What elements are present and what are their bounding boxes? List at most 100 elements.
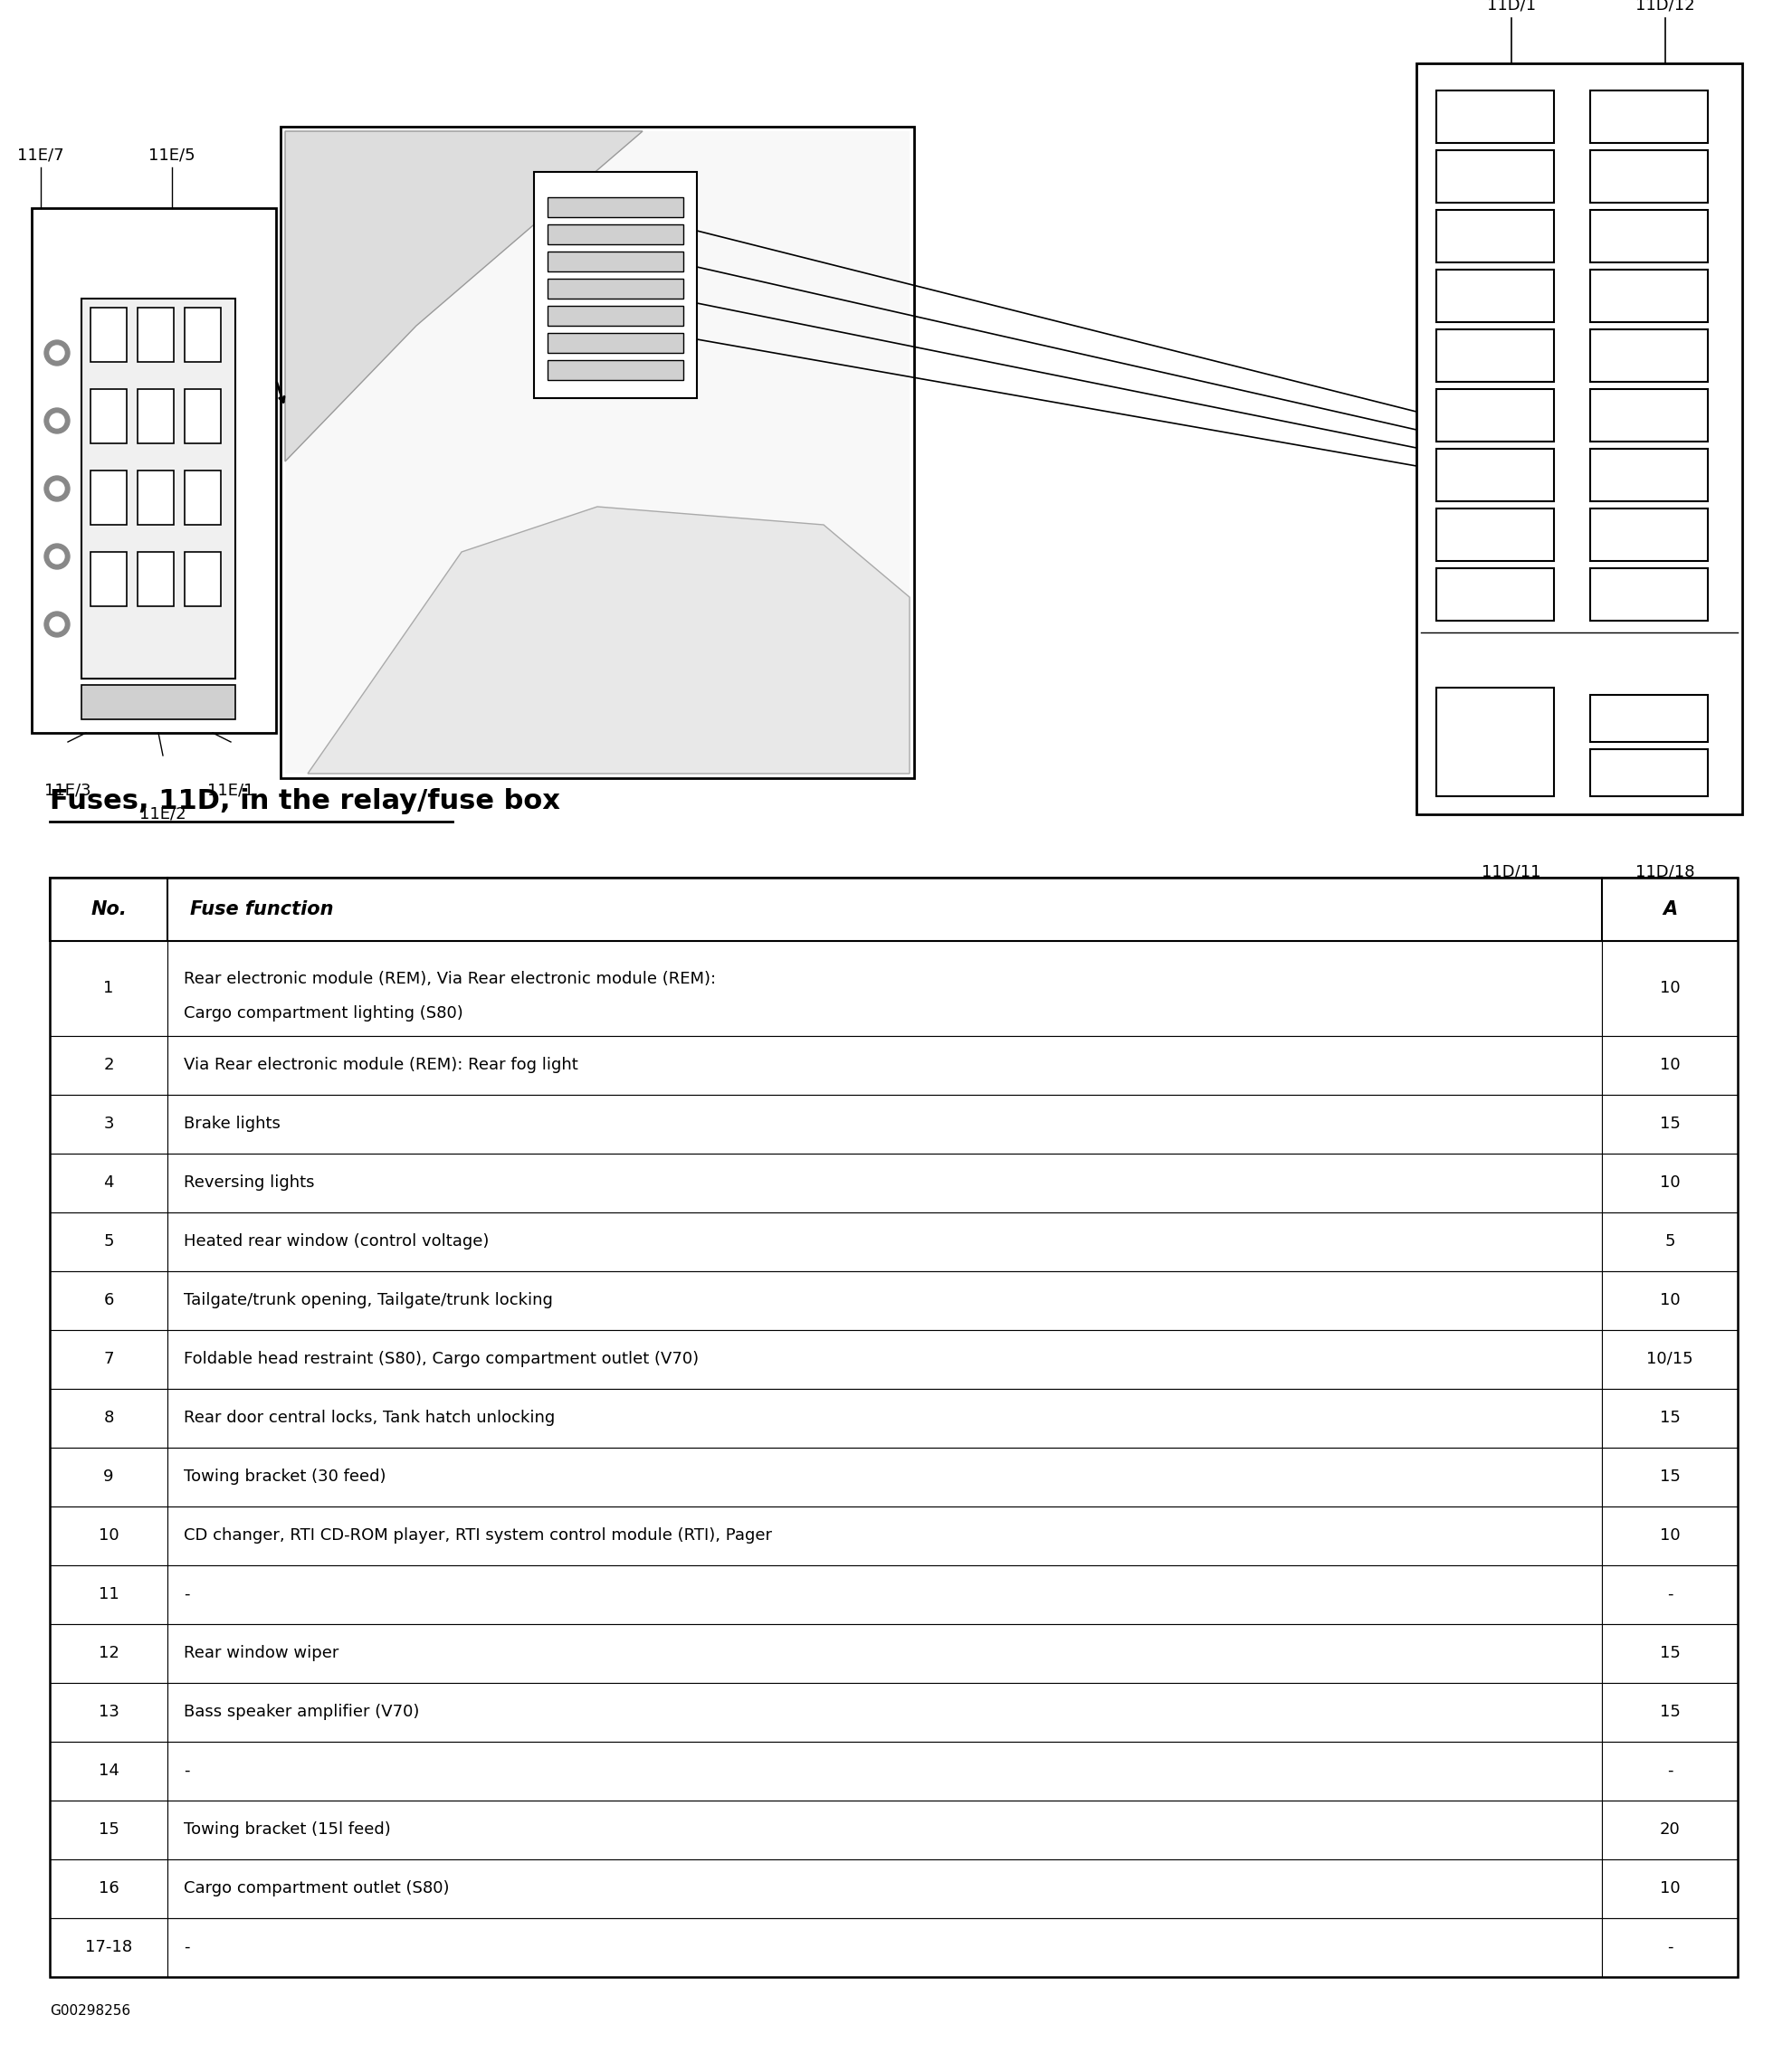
Bar <box>1600 1682 1736 1743</box>
Text: 11D/1: 11D/1 <box>1486 0 1536 15</box>
Bar <box>167 1743 1600 1801</box>
Bar <box>50 1448 167 1506</box>
Bar <box>138 390 174 443</box>
Text: -: - <box>1667 1763 1672 1780</box>
Circle shape <box>45 611 70 636</box>
Bar <box>1416 64 1742 814</box>
Bar <box>50 1388 167 1448</box>
Text: 15: 15 <box>1659 1645 1679 1662</box>
Bar <box>50 879 1736 1977</box>
Bar <box>50 1682 167 1743</box>
Text: Bass speaker amplifier (V70): Bass speaker amplifier (V70) <box>183 1703 419 1720</box>
Bar <box>1435 688 1554 796</box>
Text: -: - <box>1667 1939 1672 1956</box>
Text: 15: 15 <box>99 1821 118 1838</box>
Text: CD changer, RTI CD-ROM player, RTI system control module (RTI), Pager: CD changer, RTI CD-ROM player, RTI syste… <box>183 1527 772 1544</box>
Text: 11D/12: 11D/12 <box>1634 0 1693 15</box>
Bar <box>81 686 235 719</box>
Bar <box>1590 91 1708 143</box>
Bar <box>1435 269 1554 321</box>
Bar <box>1590 568 1708 622</box>
Bar <box>547 224 683 244</box>
Text: 7: 7 <box>104 1351 113 1368</box>
Text: 16: 16 <box>99 1879 118 1896</box>
Bar <box>167 1388 1600 1448</box>
Bar <box>81 298 235 680</box>
Text: 3: 3 <box>104 1115 113 1131</box>
Text: 15: 15 <box>1659 1115 1679 1131</box>
Bar <box>1600 1036 1736 1094</box>
Bar <box>547 334 683 352</box>
Bar <box>138 470 174 524</box>
Bar <box>1600 1212 1736 1272</box>
Bar <box>1600 1154 1736 1212</box>
Bar <box>1435 450 1554 501</box>
Bar <box>50 1919 167 1977</box>
Bar <box>167 1624 1600 1682</box>
Text: 11D/11: 11D/11 <box>1480 864 1541 881</box>
Bar <box>285 131 909 773</box>
Text: Foldable head restraint (S80), Cargo compartment outlet (V70): Foldable head restraint (S80), Cargo com… <box>183 1351 699 1368</box>
Text: 11E/7: 11E/7 <box>18 147 65 164</box>
Text: 10/15: 10/15 <box>1645 1351 1692 1368</box>
Bar <box>1600 1388 1736 1448</box>
Text: 10: 10 <box>1659 1879 1679 1896</box>
Bar <box>1590 269 1708 321</box>
Bar <box>167 1506 1600 1564</box>
Bar <box>50 1094 167 1154</box>
Text: Brake lights: Brake lights <box>183 1115 280 1131</box>
Text: 11E/1: 11E/1 <box>208 783 254 800</box>
Bar <box>547 361 683 379</box>
Bar <box>50 879 1736 941</box>
Text: Fuses, 11D, in the relay/fuse box: Fuses, 11D, in the relay/fuse box <box>50 787 559 814</box>
Text: 10: 10 <box>1659 1293 1679 1307</box>
Text: A: A <box>1661 899 1676 918</box>
Text: Rear electronic module (REM), Via Rear electronic module (REM):: Rear electronic module (REM), Via Rear e… <box>183 972 715 986</box>
Circle shape <box>45 477 70 501</box>
Bar <box>1600 1330 1736 1388</box>
Circle shape <box>45 340 70 365</box>
Bar <box>1590 508 1708 562</box>
Bar <box>1600 1859 1736 1919</box>
Bar <box>1600 1743 1736 1801</box>
Text: 11E/5: 11E/5 <box>149 147 195 164</box>
Bar <box>185 470 220 524</box>
Bar <box>185 551 220 607</box>
Bar <box>50 1564 167 1624</box>
Text: -: - <box>183 1587 190 1602</box>
Text: Towing bracket (15l feed): Towing bracket (15l feed) <box>183 1821 391 1838</box>
Text: 11D/18: 11D/18 <box>1634 864 1693 881</box>
Bar <box>547 278 683 298</box>
Bar <box>547 197 683 218</box>
Bar <box>1590 390 1708 441</box>
Bar <box>50 1272 167 1330</box>
Circle shape <box>45 543 70 570</box>
Text: Via Rear electronic module (REM): Rear fog light: Via Rear electronic module (REM): Rear f… <box>183 1057 577 1073</box>
Bar <box>547 307 683 325</box>
Text: 12: 12 <box>99 1645 118 1662</box>
Bar <box>167 1272 1600 1330</box>
Bar <box>1590 149 1708 203</box>
Bar <box>167 1154 1600 1212</box>
Bar <box>50 941 167 1036</box>
Circle shape <box>50 549 65 564</box>
Text: 13: 13 <box>99 1703 118 1720</box>
Circle shape <box>50 414 65 429</box>
Bar <box>547 251 683 271</box>
Circle shape <box>50 617 65 632</box>
Bar <box>1590 450 1708 501</box>
Bar <box>167 1801 1600 1859</box>
Bar <box>1590 329 1708 381</box>
Bar <box>167 1212 1600 1272</box>
Bar <box>534 172 697 398</box>
Bar <box>1600 1448 1736 1506</box>
Bar <box>1435 329 1554 381</box>
Text: 11E/3: 11E/3 <box>45 783 91 800</box>
Bar <box>167 1094 1600 1154</box>
Bar <box>138 551 174 607</box>
Bar <box>90 307 127 363</box>
Text: 5: 5 <box>104 1233 113 1249</box>
Text: Rear door central locks, Tank hatch unlocking: Rear door central locks, Tank hatch unlo… <box>183 1409 556 1426</box>
Bar <box>90 551 127 607</box>
Bar <box>1600 1272 1736 1330</box>
